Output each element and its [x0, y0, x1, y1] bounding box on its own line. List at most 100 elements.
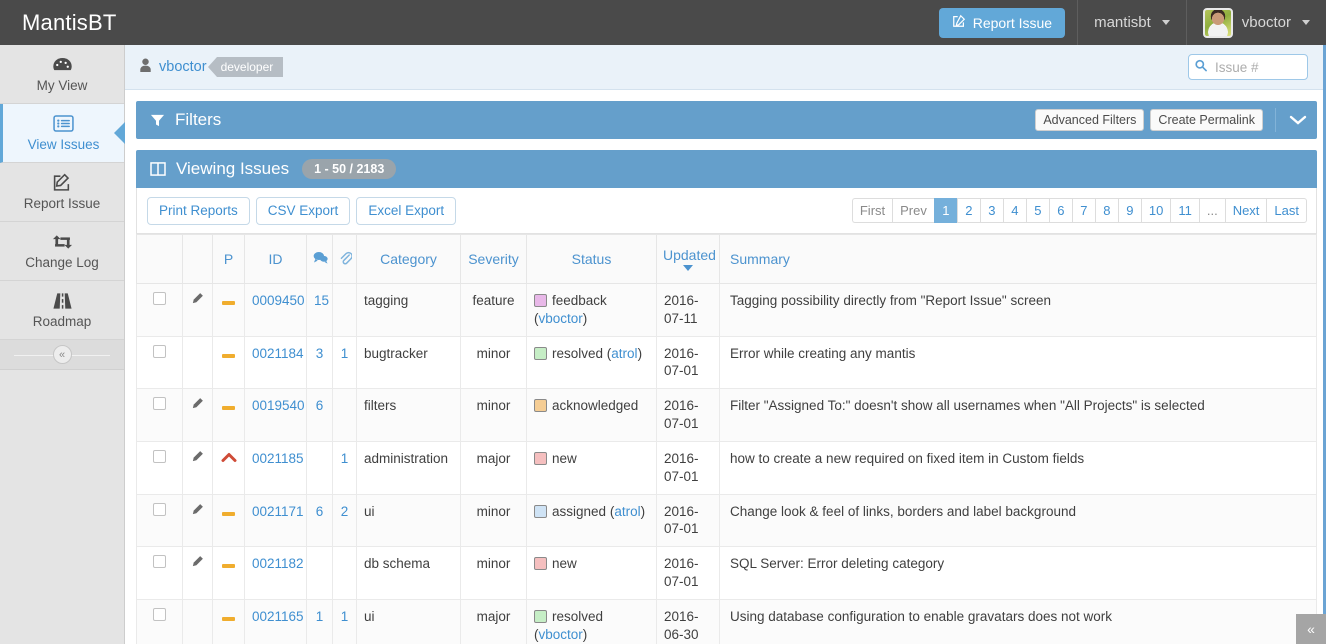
- row-attachments-cell[interactable]: 1: [332, 440, 357, 495]
- user-menu[interactable]: vboctor: [1185, 0, 1326, 45]
- issue-id-link[interactable]: 0021165: [252, 608, 304, 624]
- row-summary-cell[interactable]: Tagging possibility directly from "Repor…: [719, 283, 1317, 337]
- report-issue-button[interactable]: Report Issue: [938, 7, 1066, 38]
- pagination-page-9[interactable]: 9: [1117, 198, 1141, 223]
- row-edit-cell[interactable]: [182, 388, 213, 442]
- row-checkbox-cell[interactable]: [136, 598, 183, 644]
- pagination-page-7[interactable]: 7: [1071, 198, 1095, 223]
- sidebar-collapse-button[interactable]: «: [0, 340, 124, 370]
- notes-count-link[interactable]: 15: [314, 293, 330, 308]
- pencil-icon[interactable]: [191, 398, 204, 413]
- th-severity[interactable]: Severity: [460, 234, 527, 284]
- attachment-count-link[interactable]: 2: [340, 503, 349, 519]
- pagination-page-first[interactable]: First: [851, 198, 893, 223]
- table-row[interactable]: 0021182 db schema minor new 2016-07-01 SQL Se…: [136, 546, 1317, 600]
- row-edit-cell[interactable]: [182, 440, 213, 495]
- issue-search-input[interactable]: [1188, 54, 1308, 80]
- main-scrollbar[interactable]: [1323, 45, 1326, 644]
- row-checkbox-cell[interactable]: [136, 283, 183, 337]
- pagination-page-4[interactable]: 4: [1002, 198, 1026, 223]
- row-checkbox[interactable]: [153, 449, 166, 463]
- issue-id-link[interactable]: 0021182: [252, 556, 304, 572]
- pagination-page-dotsdotsdots[interactable]: ...: [1198, 198, 1225, 223]
- pagination-page-prev[interactable]: Prev: [892, 198, 934, 223]
- row-summary-cell[interactable]: Change look & feel of links, borders and…: [719, 493, 1317, 548]
- th-summary[interactable]: Summary: [719, 234, 1317, 284]
- row-summary-cell[interactable]: Using database configuration to enable g…: [719, 598, 1317, 644]
- row-checkbox[interactable]: [153, 397, 166, 411]
- sidebar-item-my-view[interactable]: My View: [0, 45, 124, 104]
- row-id-cell[interactable]: 0021185: [244, 440, 307, 495]
- row-id-cell[interactable]: 0021184: [244, 335, 307, 390]
- row-checkbox[interactable]: [153, 607, 166, 621]
- row-attachments-cell[interactable]: 2: [332, 493, 357, 548]
- pagination-page-next[interactable]: Next: [1224, 198, 1267, 223]
- sidebar-item-change-log[interactable]: Change Log: [0, 222, 124, 281]
- row-notes-cell[interactable]: 3: [306, 335, 333, 390]
- issue-id-link[interactable]: 0021184: [252, 345, 304, 361]
- pagination-page-8[interactable]: 8: [1094, 198, 1118, 223]
- th-updated[interactable]: Updated: [656, 234, 720, 284]
- row-summary-cell[interactable]: Error while creating any mantis: [719, 335, 1317, 390]
- th-select-all[interactable]: [136, 234, 183, 284]
- attachment-count-link[interactable]: 1: [340, 608, 349, 624]
- row-checkbox-cell[interactable]: [136, 335, 183, 390]
- row-checkbox-cell[interactable]: [136, 388, 183, 442]
- handler-link[interactable]: vboctor: [538, 310, 583, 326]
- row-attachments-cell[interactable]: 1: [332, 335, 357, 390]
- pagination-page-2[interactable]: 2: [956, 198, 980, 223]
- csv-export-button[interactable]: CSV Export: [255, 196, 351, 225]
- create-permalink-button[interactable]: Create Permalink: [1150, 109, 1263, 131]
- attachment-count-link[interactable]: 1: [340, 345, 349, 361]
- row-checkbox[interactable]: [153, 502, 166, 516]
- row-attachments-cell[interactable]: 1: [332, 598, 357, 644]
- pagination-page-11[interactable]: 11: [1170, 198, 1199, 223]
- row-id-cell[interactable]: 0021171: [244, 493, 307, 548]
- row-notes-cell[interactable]: 15: [306, 283, 333, 337]
- sidebar-item-view-issues[interactable]: View Issues: [0, 104, 124, 163]
- row-edit-cell[interactable]: [182, 546, 213, 600]
- row-summary-cell[interactable]: Filter "Assigned To:" doesn't show all u…: [719, 388, 1317, 442]
- pencil-icon[interactable]: [191, 556, 204, 571]
- row-checkbox[interactable]: [153, 344, 166, 358]
- issue-id-link[interactable]: 0021185: [252, 450, 304, 466]
- pencil-icon[interactable]: [191, 450, 204, 466]
- table-row[interactable]: 0019540 6 filters minor acknowledged 2016-07-…: [136, 388, 1317, 442]
- table-row[interactable]: 0021165 1 1 ui major resolved (vboctor) 2016-0…: [136, 598, 1317, 644]
- scroll-to-top-button[interactable]: «: [1296, 614, 1326, 644]
- attachment-count-link[interactable]: 1: [340, 450, 349, 466]
- issue-id-link[interactable]: 0009450: [252, 293, 305, 308]
- excel-export-button[interactable]: Excel Export: [356, 196, 457, 225]
- pencil-icon[interactable]: [191, 503, 204, 519]
- issue-id-link[interactable]: 0019540: [252, 398, 305, 414]
- app-brand[interactable]: MantisBT: [22, 9, 117, 35]
- row-notes-cell[interactable]: 6: [306, 388, 333, 442]
- pagination-page-5[interactable]: 5: [1025, 198, 1049, 223]
- row-summary-cell[interactable]: how to create a new required on fixed it…: [719, 440, 1317, 495]
- pencil-icon[interactable]: [191, 293, 204, 308]
- notes-count-link[interactable]: 1: [315, 608, 324, 624]
- row-id-cell[interactable]: 0019540: [244, 388, 307, 442]
- sidebar-item-report-issue[interactable]: Report Issue: [0, 163, 124, 222]
- row-checkbox[interactable]: [153, 555, 166, 569]
- row-notes-cell[interactable]: 6: [306, 493, 333, 548]
- advanced-filters-button[interactable]: Advanced Filters: [1035, 109, 1145, 131]
- project-selector[interactable]: mantisbt: [1077, 0, 1186, 45]
- table-row[interactable]: 0009450 15 tagging feature feedback (vboctor…: [136, 283, 1317, 337]
- row-notes-cell[interactable]: 1: [306, 598, 333, 644]
- row-checkbox-cell[interactable]: [136, 546, 183, 600]
- row-checkbox-cell[interactable]: [136, 440, 183, 495]
- handler-link[interactable]: atrol: [614, 503, 641, 519]
- th-id[interactable]: ID: [244, 234, 307, 284]
- row-edit-cell[interactable]: [182, 493, 213, 548]
- sidebar-item-roadmap[interactable]: Roadmap: [0, 281, 124, 340]
- table-row[interactable]: 0021185 1 administration major new 2016-07-01…: [136, 440, 1317, 495]
- userbar-user-name[interactable]: vboctor: [159, 59, 207, 75]
- row-edit-cell[interactable]: [182, 283, 213, 337]
- row-id-cell[interactable]: 0021182: [244, 546, 307, 600]
- th-status[interactable]: Status: [526, 234, 657, 284]
- th-priority[interactable]: P: [212, 234, 245, 284]
- th-notes[interactable]: [306, 234, 333, 284]
- pagination-page-1[interactable]: 1: [933, 198, 957, 223]
- handler-link[interactable]: vboctor: [538, 626, 583, 642]
